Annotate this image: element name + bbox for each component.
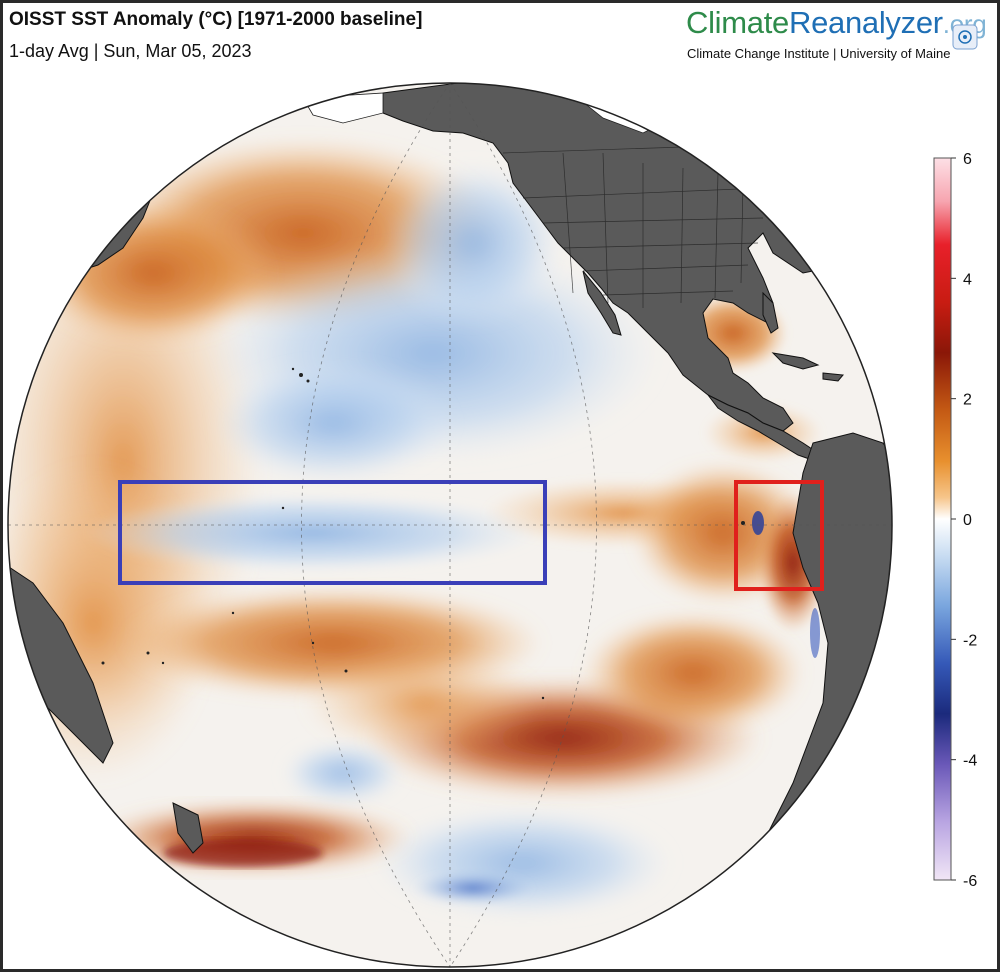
colorbar-tick-label: -6 [963,873,977,890]
colorbar: 6 4 2 0 -2 -4 -6 [933,151,977,890]
logo-globe-icon [952,24,978,50]
colorbar-ticks: 6 4 2 0 -2 -4 -6 [951,151,977,890]
globe-outline [7,82,893,968]
colorbar-tick-label: 4 [963,271,972,288]
brand-name-part1: Climate [686,5,789,40]
colorbar-tick-label: 0 [963,512,972,529]
colorbar-tick-label: -2 [963,632,977,649]
colorbar-tick-label: 6 [963,151,972,168]
colorbar-tick-label: 2 [963,392,972,409]
pacific-islands [101,367,745,700]
graticule [8,83,892,967]
coastal-peru-region-box [734,480,824,591]
colorbar-tick-label: -4 [963,753,977,770]
brand-institute: Climate Change Institute | University of… [687,46,951,61]
central-pacific-region-box [118,480,547,585]
colorbar-gradient [933,157,952,881]
brand-name-part2: Reanalyzer [788,5,943,40]
map-title: OISST SST Anomaly (°C) [1971-2000 baseli… [9,9,423,30]
sst-map: 6 4 2 0 -2 -4 -6 [7,24,978,968]
map-subtitle: 1-day Avg | Sun, Mar 05, 2023 [9,41,252,61]
land-new-zealand [172,802,204,854]
